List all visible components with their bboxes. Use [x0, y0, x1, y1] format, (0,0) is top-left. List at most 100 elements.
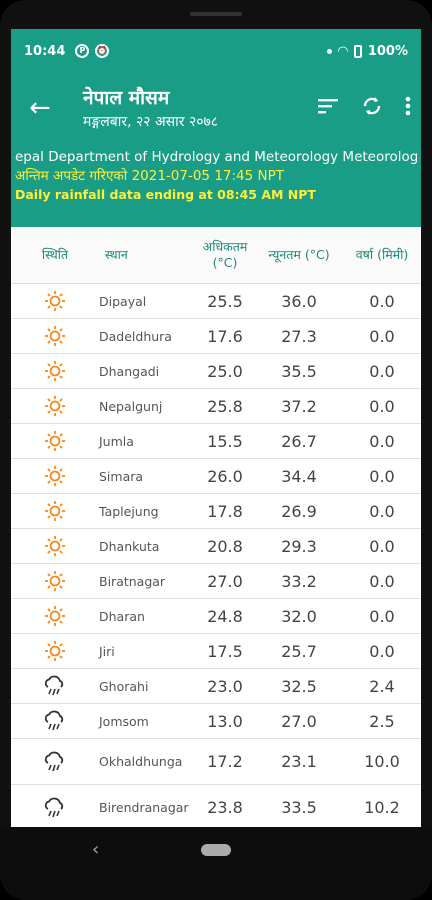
min-temp: 27.3: [281, 326, 317, 346]
sunny-icon: [11, 640, 99, 662]
header-place[interactable]: स्थान: [105, 247, 128, 262]
station-name: Nepalgunj: [99, 398, 163, 414]
rainfall: 10.0: [364, 752, 400, 771]
table-row[interactable]: Okhaldhunga 17.2 23.1 10.0: [11, 739, 421, 785]
rain-cloud-icon: [11, 751, 99, 773]
header-rain[interactable]: वर्षा (मिमी): [355, 247, 409, 262]
table-row[interactable]: Dhankuta 20.8 29.3 0.0: [11, 529, 421, 564]
station-name: Dhankuta: [99, 538, 160, 554]
table-row[interactable]: Dharan 24.8 32.0 0.0: [11, 599, 421, 634]
battery-icon: [353, 44, 362, 58]
max-temp: 25.8: [207, 396, 243, 416]
table-row[interactable]: Jiri 17.5 25.7 0.0: [11, 634, 421, 669]
rainfall: 0.0: [369, 361, 395, 381]
nav-back-icon[interactable]: ‹: [92, 839, 100, 860]
table-row[interactable]: Simara 26.0 34.4 0.0: [11, 459, 421, 494]
app-subtitle: मङ्गलबार, २२ असार २०७८: [83, 114, 219, 130]
table-body: Dipayal 25.5 36.0 0.0 Dadeldhura 17.6 27.3 0.0 D…: [11, 284, 421, 827]
max-temp: 17.2: [207, 752, 243, 771]
sunny-icon: [11, 395, 99, 417]
sunny-icon: [11, 290, 99, 312]
station-name: Jomsom: [99, 713, 149, 729]
rainfall: 2.5: [369, 711, 395, 731]
sunny-icon: [11, 360, 99, 382]
table-row[interactable]: Jomsom 13.0 27.0 2.5: [11, 704, 421, 739]
min-temp: 27.0: [281, 711, 317, 731]
table-row[interactable]: Birendranagar 23.8 33.5 10.2: [11, 785, 421, 827]
system-nav-bar: ‹: [0, 827, 432, 900]
station-name: Dadeldhura: [99, 328, 172, 344]
min-temp: 32.5: [281, 676, 317, 696]
table-row[interactable]: Dhangadi 25.0 35.5 0.0: [11, 354, 421, 389]
header-status[interactable]: स्थिति: [41, 247, 69, 262]
sort-icon[interactable]: [317, 96, 339, 123]
rainfall: 0.0: [369, 571, 395, 591]
station-name: Dipayal: [99, 293, 147, 309]
station-name: Dhangadi: [99, 363, 160, 379]
speaker: [190, 12, 242, 16]
max-temp: 27.0: [207, 571, 243, 591]
sunny-icon: [11, 570, 99, 592]
max-temp: 24.8: [207, 606, 243, 626]
min-temp: 26.9: [281, 501, 317, 521]
app-screen: 10:44 P ⏰ ◠ 100% ← नेपाल मौसम मङ्गलबार, …: [11, 29, 421, 827]
more-vert-icon[interactable]: [405, 96, 411, 123]
rain-cloud-icon: [11, 710, 99, 732]
rainfall: 0.0: [369, 396, 395, 416]
weather-table[interactable]: स्थिति स्थान अधिकतम (°C) न्यूनतम (°C) वर…: [11, 227, 421, 827]
alarm-icon: ⏰: [95, 44, 110, 58]
max-temp: 15.5: [207, 431, 243, 451]
rainfall: 0.0: [369, 326, 395, 346]
refresh-icon[interactable]: [361, 95, 383, 124]
sunny-icon: [11, 465, 99, 487]
station-name: Okhaldhunga: [99, 754, 183, 769]
rainfall: 0.0: [369, 431, 395, 451]
min-temp: 35.5: [281, 361, 317, 381]
dot-icon: [326, 48, 332, 54]
min-temp: 33.2: [281, 571, 317, 591]
station-name: Simara: [99, 468, 144, 484]
status-indicators: ◠ 100%: [326, 43, 408, 59]
rainfall: 10.2: [364, 798, 400, 817]
rainfall-note: Daily rainfall data ending at 08:45 AM N…: [15, 187, 316, 202]
app-title: नेपाल मौसम: [83, 87, 170, 109]
sunny-icon: [11, 430, 99, 452]
table-row[interactable]: Dadeldhura 17.6 27.3 0.0: [11, 319, 421, 354]
sunny-icon: [11, 325, 99, 347]
rainfall: 0.0: [369, 606, 395, 626]
nav-home-pill[interactable]: [201, 844, 231, 856]
back-arrow-icon[interactable]: ←: [29, 93, 51, 123]
max-temp: 17.5: [207, 641, 243, 661]
max-temp: 20.8: [207, 536, 243, 556]
rainfall: 2.4: [369, 676, 395, 696]
table-row[interactable]: Biratnagar 27.0 33.2 0.0: [11, 564, 421, 599]
header-max[interactable]: अधिकतम (°C): [202, 239, 248, 270]
table-row[interactable]: Nepalgunj 25.8 37.2 0.0: [11, 389, 421, 424]
table-row[interactable]: Jumla 15.5 26.7 0.0: [11, 424, 421, 459]
rainfall: 0.0: [369, 641, 395, 661]
app-notification-icon: P: [75, 44, 90, 58]
sunny-icon: [11, 500, 99, 522]
table-row[interactable]: Dipayal 25.5 36.0 0.0: [11, 284, 421, 319]
last-updated: अन्तिम अपडेट गरिएको 2021-07-05 17:45 NPT: [15, 168, 284, 184]
wifi-icon: ◠: [337, 43, 348, 59]
info-strip: epal Department of Hydrology and Meteoro…: [11, 147, 421, 227]
min-temp: 23.1: [281, 752, 317, 771]
sunny-icon: [11, 605, 99, 627]
rain-cloud-icon: [11, 797, 99, 819]
max-temp: 23.8: [207, 798, 243, 817]
min-temp: 34.4: [281, 466, 317, 486]
station-name: Jumla: [99, 433, 134, 449]
station-name: Dharan: [99, 608, 145, 624]
max-temp: 25.5: [207, 291, 243, 311]
status-bar: 10:44 P ⏰ ◠ 100%: [11, 29, 421, 73]
table-row[interactable]: Taplejung 17.8 26.9 0.0: [11, 494, 421, 529]
app-bar: ← नेपाल मौसम मङ्गलबार, २२ असार २०७८: [11, 73, 421, 147]
station-name: Ghorahi: [99, 678, 149, 694]
header-min[interactable]: न्यूनतम (°C): [268, 247, 330, 262]
max-temp: 23.0: [207, 676, 243, 696]
min-temp: 32.0: [281, 606, 317, 626]
min-temp: 33.5: [281, 798, 317, 817]
table-row[interactable]: Ghorahi 23.0 32.5 2.4: [11, 669, 421, 704]
